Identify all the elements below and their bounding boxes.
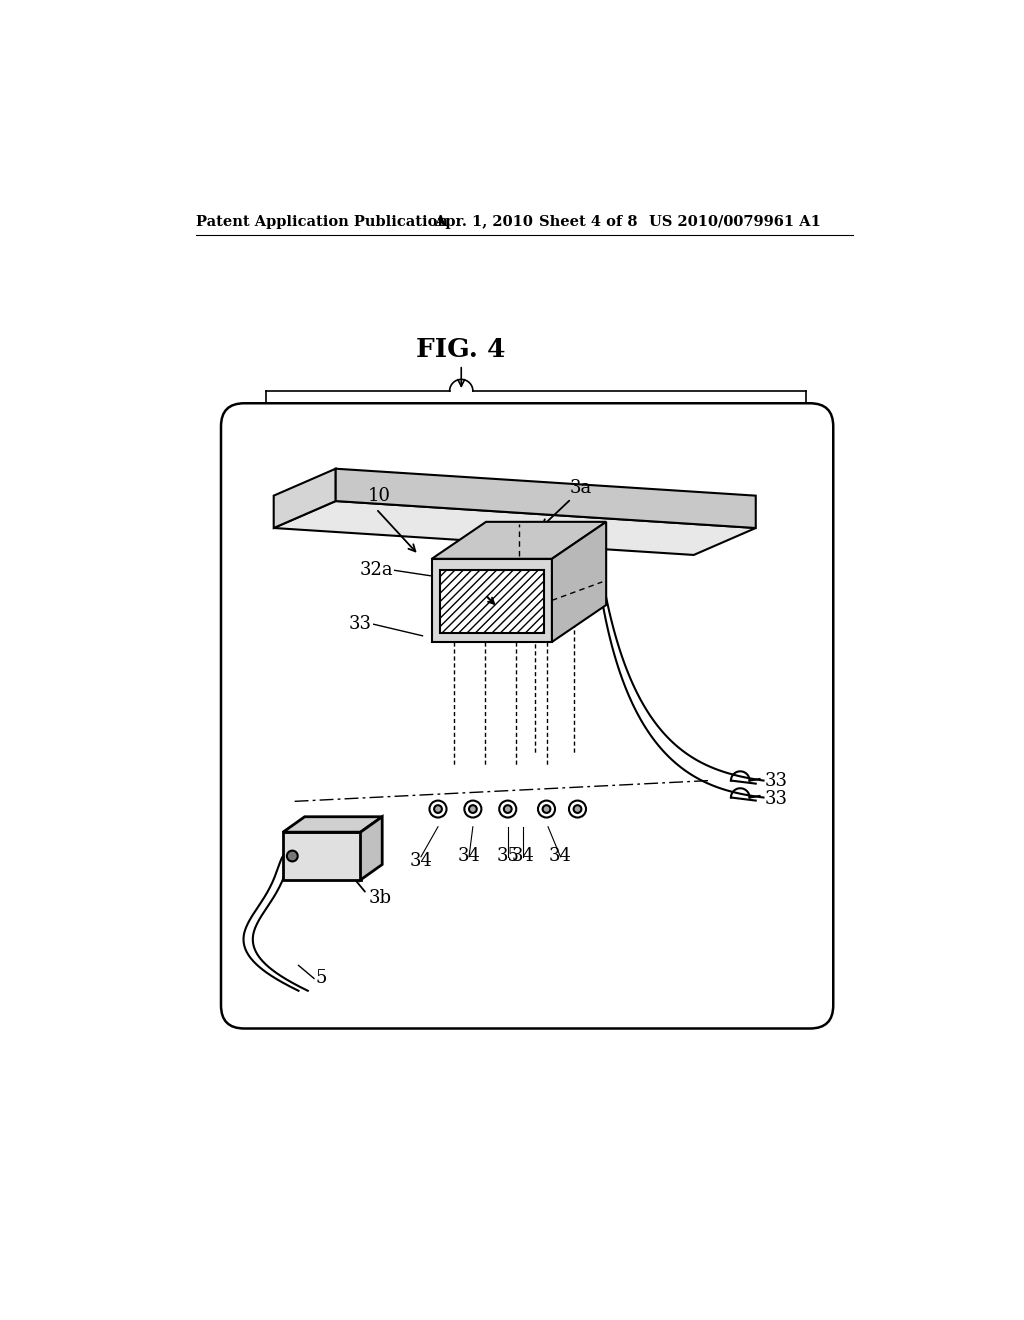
Circle shape (429, 800, 446, 817)
Text: 33: 33 (349, 615, 372, 634)
Circle shape (543, 805, 550, 813)
Text: Apr. 1, 2010: Apr. 1, 2010 (434, 215, 534, 228)
Bar (432, 558, 552, 642)
Text: 10: 10 (369, 487, 391, 504)
Text: Patent Application Publication: Patent Application Publication (197, 215, 449, 228)
Circle shape (287, 850, 298, 862)
Polygon shape (360, 817, 382, 880)
Polygon shape (432, 521, 606, 558)
Circle shape (538, 800, 555, 817)
Text: 34: 34 (549, 847, 571, 865)
Circle shape (469, 805, 477, 813)
Polygon shape (273, 502, 756, 554)
Circle shape (504, 805, 512, 813)
Polygon shape (273, 469, 336, 528)
Text: 3b: 3b (369, 888, 391, 907)
FancyBboxPatch shape (221, 404, 834, 1028)
Bar (283, 832, 360, 880)
Bar (439, 570, 544, 634)
Bar (439, 570, 544, 634)
Text: US 2010/0079961 A1: US 2010/0079961 A1 (649, 215, 820, 228)
Polygon shape (283, 817, 382, 832)
Text: 32a: 32a (359, 561, 393, 579)
Text: 34: 34 (512, 847, 535, 865)
Text: 3a: 3a (569, 479, 592, 496)
Text: 34: 34 (458, 847, 480, 865)
Circle shape (434, 805, 442, 813)
Text: 35: 35 (497, 847, 519, 865)
Text: 33: 33 (765, 772, 788, 789)
Text: Sheet 4 of 8: Sheet 4 of 8 (539, 215, 637, 228)
Polygon shape (552, 521, 606, 642)
Text: 33: 33 (765, 791, 788, 808)
Text: 5: 5 (315, 969, 327, 987)
Text: FIG. 4: FIG. 4 (417, 337, 506, 362)
Polygon shape (336, 469, 756, 528)
Circle shape (573, 805, 582, 813)
Text: 34: 34 (410, 851, 432, 870)
Circle shape (500, 800, 516, 817)
Circle shape (464, 800, 481, 817)
Circle shape (569, 800, 586, 817)
